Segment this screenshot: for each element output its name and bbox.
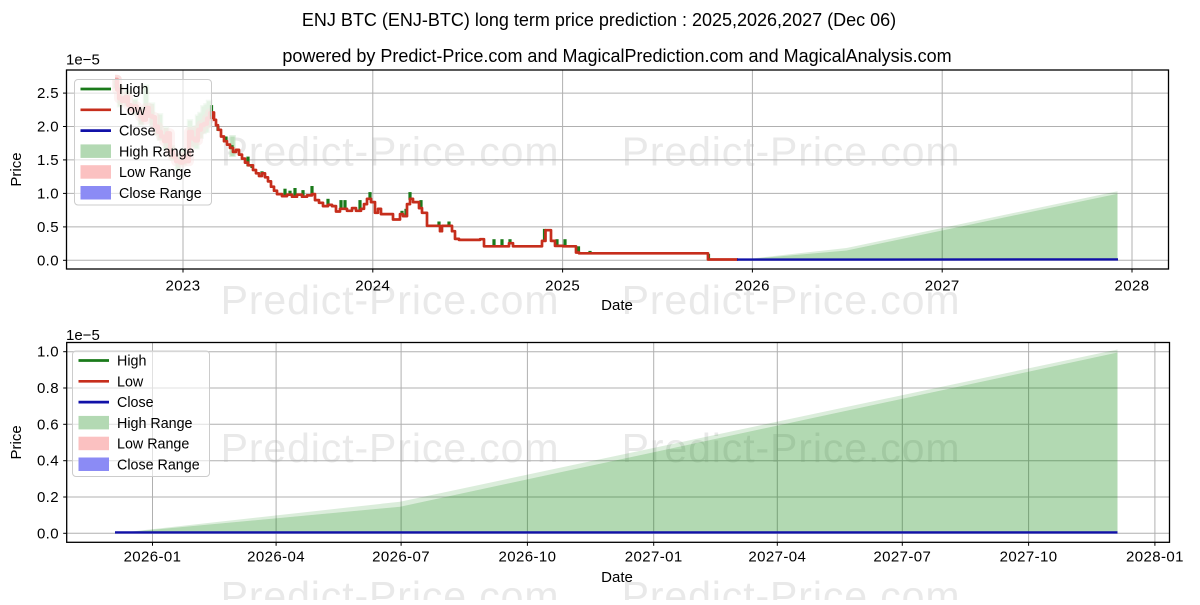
svg-text:2026: 2026: [735, 278, 770, 295]
svg-text:2028-01: 2028-01: [1126, 549, 1184, 566]
svg-text:0.0: 0.0: [37, 525, 59, 542]
svg-text:2.5: 2.5: [37, 85, 59, 102]
svg-text:1.0: 1.0: [37, 185, 59, 202]
svg-text:High Range: High Range: [119, 144, 195, 160]
svg-text:2027-10: 2027-10: [1000, 549, 1058, 566]
svg-text:2025: 2025: [545, 278, 580, 295]
svg-text:Date: Date: [601, 297, 633, 314]
svg-text:2027: 2027: [925, 278, 960, 295]
svg-text:1e−5: 1e−5: [66, 52, 100, 69]
svg-text:2027-01: 2027-01: [625, 549, 683, 566]
svg-text:powered by Predict-Price.com a: powered by Predict-Price.com and Magical…: [282, 46, 951, 66]
svg-text:Predict-Price.com: Predict-Price.com: [221, 129, 560, 175]
svg-text:2.0: 2.0: [37, 119, 59, 136]
svg-text:Predict-Price.com: Predict-Price.com: [622, 573, 961, 600]
svg-text:2026-07: 2026-07: [372, 549, 430, 566]
svg-text:Close Range: Close Range: [117, 458, 200, 474]
svg-text:1e−5: 1e−5: [66, 327, 100, 344]
svg-text:Close: Close: [117, 395, 154, 411]
svg-text:2027-04: 2027-04: [748, 549, 806, 566]
svg-text:0.6: 0.6: [37, 416, 59, 433]
svg-text:Low: Low: [117, 374, 144, 390]
svg-text:0.8: 0.8: [37, 380, 59, 397]
svg-text:Predict-Price.com: Predict-Price.com: [622, 129, 961, 175]
svg-text:Predict-Price.com: Predict-Price.com: [622, 277, 961, 323]
svg-text:Close: Close: [119, 124, 156, 140]
svg-text:Date: Date: [601, 569, 633, 586]
svg-text:Price: Price: [8, 152, 25, 186]
svg-text:2026-04: 2026-04: [247, 549, 305, 566]
svg-text:2028: 2028: [1115, 278, 1150, 295]
svg-text:2027-07: 2027-07: [873, 549, 931, 566]
svg-text:High Range: High Range: [117, 416, 193, 432]
svg-text:Low Range: Low Range: [119, 165, 191, 181]
svg-text:2023: 2023: [166, 278, 201, 295]
svg-text:Low Range: Low Range: [117, 437, 189, 453]
svg-text:2024: 2024: [355, 278, 390, 295]
svg-text:0.4: 0.4: [37, 453, 59, 470]
svg-text:1.0: 1.0: [37, 344, 59, 361]
svg-text:High: High: [119, 82, 148, 98]
svg-text:0.2: 0.2: [37, 489, 59, 506]
svg-text:Close Range: Close Range: [119, 186, 202, 202]
svg-text:ENJ BTC (ENJ-BTC) long term pr: ENJ BTC (ENJ-BTC) long term price predic…: [302, 10, 896, 30]
svg-text:Low: Low: [119, 103, 146, 119]
svg-text:Predict-Price.com: Predict-Price.com: [221, 425, 560, 471]
svg-text:0.5: 0.5: [37, 219, 59, 236]
svg-text:1.5: 1.5: [37, 152, 59, 169]
svg-text:Predict-Price.com: Predict-Price.com: [221, 573, 560, 600]
svg-text:2026-10: 2026-10: [498, 549, 556, 566]
svg-text:Price: Price: [8, 425, 25, 459]
svg-text:0.0: 0.0: [37, 252, 59, 269]
svg-text:High: High: [117, 354, 146, 370]
svg-text:2026-01: 2026-01: [124, 549, 182, 566]
